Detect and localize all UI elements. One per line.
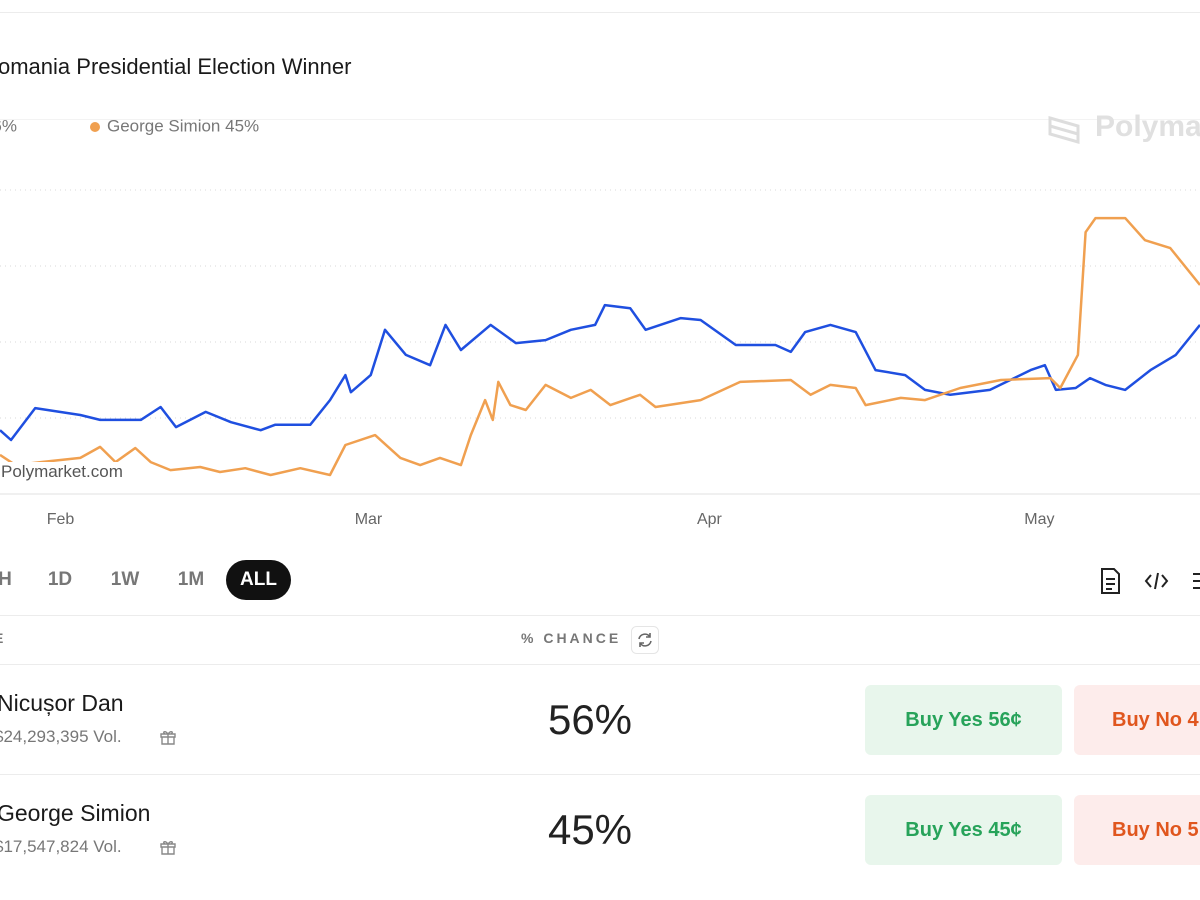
gift-icon[interactable] [159,838,177,856]
range-button[interactable]: 1W [110,569,140,590]
doc-icon[interactable] [1101,568,1120,594]
series-line [0,303,1200,442]
embed-icon[interactable] [1144,572,1169,590]
chart: Polyma Feb Mar Apr May Dan 56% George Simion … [0,110,1200,528]
buy-no-button[interactable]: Buy No 5 [1074,795,1200,865]
outcome-name: Nicușor Dan [0,690,124,716]
outcome-name: George Simion [0,800,151,826]
top-border [0,12,1200,13]
volume: $24,293,395 Vol. [0,727,122,746]
column-header: E [0,630,3,646]
range-button[interactable]: 1D [47,569,73,590]
gift-icon[interactable] [159,728,177,746]
divider [0,774,1200,775]
chance: 45% [547,806,633,853]
range-button[interactable]: H [0,569,12,590]
range-button[interactable]: ALL [226,560,291,600]
legend-label: Dan 56% [0,116,17,135]
range-button[interactable]: 1M [177,569,205,590]
x-tick-label: May [1024,511,1054,528]
x-tick-label: Mar [355,511,383,528]
buy-no-button[interactable]: Buy No 4 [1074,685,1200,755]
menu-icon[interactable] [1193,573,1200,589]
watermark: Polyma [1095,110,1200,143]
refresh-icon[interactable] [631,626,659,654]
source-label: Polymarket.com [0,462,127,482]
market-title: omania Presidential Election Winner [0,54,352,79]
watermark-logo [1048,116,1080,144]
legend-dot [90,122,100,132]
series-line [0,216,1200,477]
x-tick-label: Apr [697,511,723,528]
x-tick-label: Feb [47,511,75,528]
chance: 56% [547,696,633,743]
volume: $17,547,824 Vol. [0,837,122,856]
toolbar-icons [1101,568,1200,594]
legend-label: George Simion 45% [107,116,259,135]
divider [0,664,1200,665]
divider [0,119,1200,120]
column-header: % CHANCE [521,630,622,646]
divider [0,615,1200,616]
buy-yes-button[interactable]: Buy Yes 56¢ [865,685,1062,755]
buy-yes-button[interactable]: Buy Yes 45¢ [865,795,1062,865]
